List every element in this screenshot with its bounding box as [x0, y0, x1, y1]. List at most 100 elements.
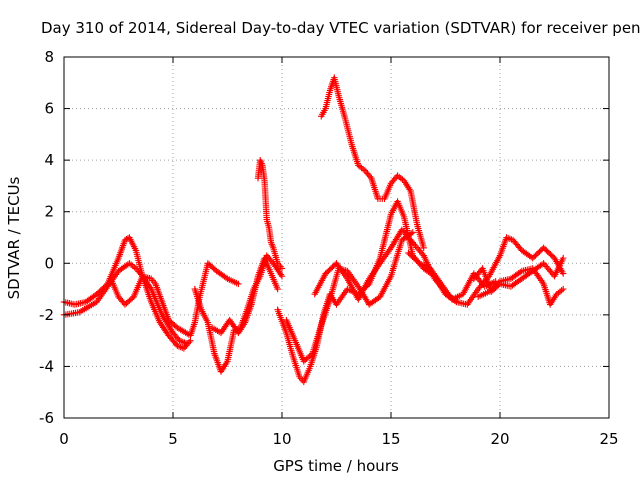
x-axis-label: GPS time / hours [273, 457, 399, 475]
data-point-run [248, 274, 261, 306]
data-point-run [270, 246, 279, 257]
data-point-run [322, 89, 333, 110]
data-point-run [377, 212, 394, 260]
data-point-run [123, 294, 136, 307]
data-point-run [265, 225, 275, 244]
data-point-run [297, 375, 306, 384]
data-point-run [460, 272, 477, 296]
data-point-run [327, 267, 342, 301]
y-tick-label: 4 [44, 151, 54, 169]
data-point-run [497, 236, 510, 257]
data-point-run [368, 176, 381, 201]
data-point-run [175, 343, 186, 351]
data-point-run [548, 292, 559, 307]
data-point-run [127, 261, 138, 271]
data-point-run [439, 282, 455, 301]
data-point-run [261, 179, 270, 221]
data-point-run [552, 256, 566, 278]
series-track-l [475, 265, 567, 308]
data-point-run [417, 260, 432, 271]
series-track-h [283, 229, 416, 365]
data-point-run [509, 276, 524, 289]
data-point-run [218, 359, 230, 374]
y-axis-label: SDTVAR / TECUs [5, 176, 23, 299]
data-point-run [275, 308, 289, 335]
data-point-run [400, 230, 415, 243]
data-point-run [309, 323, 324, 355]
data-point-run [400, 228, 415, 245]
data-point-run [257, 158, 265, 167]
data-point-run [148, 300, 163, 324]
x-tick-label: 20 [490, 430, 509, 448]
x-tick-label: 10 [272, 430, 291, 448]
data-point-run [187, 321, 198, 337]
data-point-run [378, 246, 393, 265]
data-point-run [406, 251, 422, 266]
data-point-run [159, 300, 172, 322]
data-point [409, 229, 416, 236]
data-point-run [356, 277, 372, 301]
data-point-run [511, 238, 524, 253]
data-point-run [205, 321, 218, 355]
data-point-run [177, 338, 188, 346]
data-point-run [301, 365, 313, 384]
data-point-run [84, 292, 99, 305]
data-point-run [407, 189, 420, 226]
data-point-run [530, 266, 546, 286]
data-point-run [275, 261, 284, 270]
series-track-f [254, 156, 286, 272]
data-point-run [465, 287, 481, 307]
chart-title: Day 310 of 2014, Sidereal Day-to-day VTE… [41, 19, 640, 37]
data-point-run [395, 200, 407, 219]
data-point-run [149, 277, 158, 286]
data-point-run [367, 261, 383, 281]
data-point [492, 278, 499, 285]
data-point-run [175, 325, 193, 338]
data-point-run [302, 351, 315, 364]
data-point-run [210, 325, 223, 336]
data-point-run [450, 291, 465, 302]
data-point-run [334, 261, 350, 281]
y-tick-label: 0 [44, 254, 54, 272]
data-point [278, 272, 286, 280]
data-point-run [520, 268, 535, 281]
data-point-run [157, 321, 171, 338]
data-point-run [318, 298, 333, 327]
data-point-run [268, 272, 281, 291]
data-point-run [476, 289, 491, 300]
data-point-run [166, 333, 180, 348]
data-point-run [236, 321, 248, 335]
series-track-a [60, 234, 194, 352]
data-point [278, 265, 286, 272]
data-point-run [171, 331, 182, 343]
data-point-run [367, 294, 382, 307]
data-point-run [268, 241, 276, 250]
series-track-i [318, 74, 427, 252]
data-point-run [272, 254, 281, 265]
data-point-run [271, 261, 285, 278]
x-tick-label: 25 [599, 430, 618, 448]
data-point-run [127, 236, 139, 252]
data-point-run [62, 299, 77, 308]
y-tick-label: -6 [39, 409, 54, 427]
data-point-run [283, 318, 298, 342]
x-tick-label: 0 [59, 430, 69, 448]
data-point-run [242, 303, 255, 324]
data-point-run [345, 269, 361, 288]
y-tick-label: 2 [44, 203, 54, 221]
data-point-run [472, 272, 487, 289]
data-point-run [259, 164, 268, 183]
data-point-run [290, 354, 303, 379]
data-point-run [410, 241, 426, 258]
data-point-run [388, 228, 405, 250]
y-tick-label: -4 [39, 357, 54, 375]
data-point-run [159, 313, 176, 335]
x-tick-label: 15 [381, 430, 400, 448]
data-point-run [319, 107, 328, 118]
axis-ticks: 0 5 10 15 20 25 -6 -4 -2 0 2 4 6 8 [39, 48, 619, 448]
data-point-run [292, 339, 307, 363]
data-point-run [428, 266, 444, 286]
data-point-run [199, 308, 211, 324]
y-tick-label: 6 [44, 100, 54, 118]
data-point-run [509, 268, 524, 281]
